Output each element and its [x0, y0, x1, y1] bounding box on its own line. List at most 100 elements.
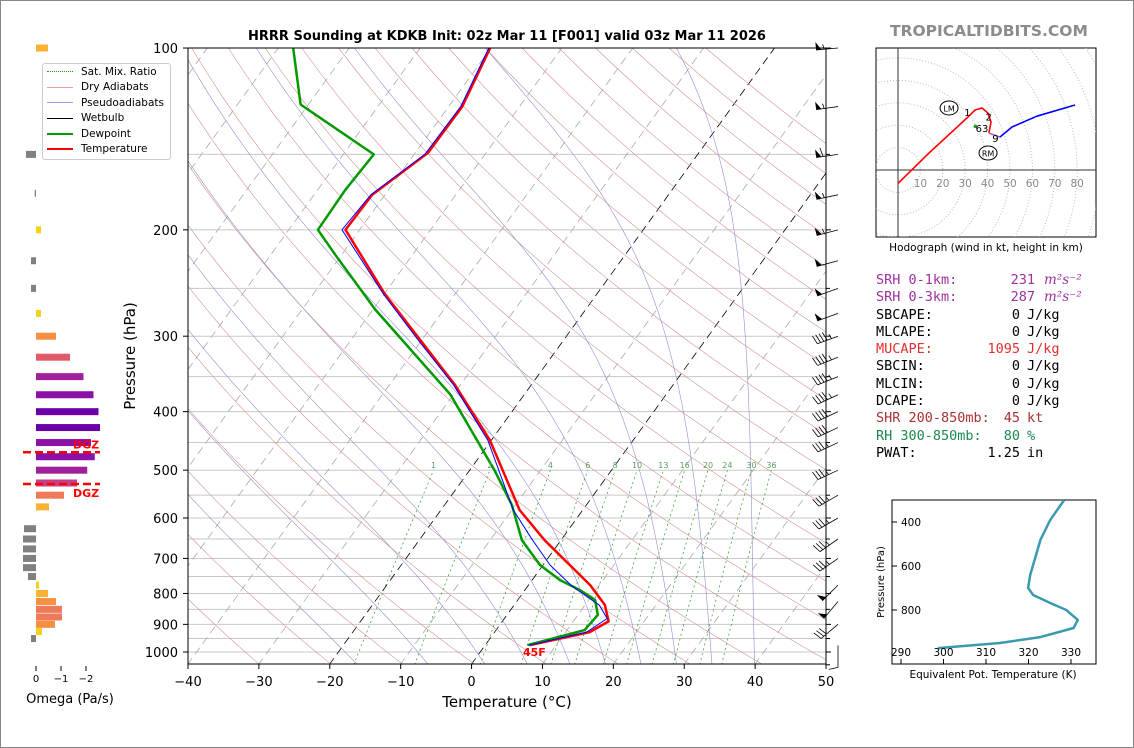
mixing-ratio-line [699, 470, 752, 664]
barb-full [818, 426, 825, 435]
x-tick-label: 10 [534, 675, 551, 690]
barb-full [821, 424, 828, 433]
index-label: SRH 0-3km: [876, 289, 958, 306]
mixing-ratio-label: 6 [585, 461, 590, 470]
pseudoadiabat [354, 48, 677, 664]
x-tick-label: 0 [467, 675, 475, 690]
isotherm [541, 270, 826, 664]
omega-axis-label: Omega (Pa/s) [26, 692, 114, 707]
hodograph-height-label: 63 [976, 124, 989, 135]
wind-barb [812, 538, 839, 552]
barb-half [825, 519, 830, 524]
hodograph-ring-label: 30 [959, 178, 972, 190]
theta-e-trace [937, 500, 1080, 650]
barb-full [815, 497, 823, 505]
wind-barb [812, 441, 839, 453]
barb-full [818, 441, 825, 450]
mixing-ratio-label: 10 [632, 461, 642, 470]
index-label: RH 300-850mb: [876, 427, 982, 444]
barb-staff [818, 494, 839, 507]
hodograph-ring-label: 60 [1026, 178, 1039, 190]
barb-pennant [815, 101, 822, 110]
omega-bar [36, 581, 39, 589]
index-label: SRH 0-1km: [876, 272, 958, 288]
barb-pennant [814, 191, 822, 200]
index-value: 287 [1010, 289, 1035, 306]
barb-full [812, 564, 821, 572]
barb-full [815, 427, 822, 436]
pseudoadiabat [188, 160, 571, 664]
dgz-label: DGZ [73, 487, 99, 500]
y-tick-label: 100 [153, 42, 178, 57]
pseudoadiabat [676, 48, 755, 664]
barb-full [821, 408, 828, 417]
index-value: 45 [1003, 410, 1020, 427]
legend-item-dry-adiabats: Dry Adiabats [43, 80, 170, 96]
x-tick-label: 30 [676, 675, 693, 690]
barb-full [815, 394, 822, 403]
pseudoadiabat [188, 254, 528, 664]
x-tick-label: 20 [605, 675, 622, 690]
dry-adiabat [188, 224, 691, 664]
omega-bar [36, 373, 84, 381]
barb-full [812, 396, 819, 405]
barb-staff [817, 411, 839, 422]
theta-e-panel: 400 600 800 290 300 310 320 330 [891, 499, 1097, 665]
barb-full [821, 373, 828, 382]
wind-barb [814, 191, 839, 200]
wind-barb [815, 41, 839, 51]
mixing-ratio-label: 4 [548, 461, 553, 470]
legend-item-mixing-ratio: Sat. Mix. Ratio [43, 64, 170, 80]
omega-bar [36, 605, 62, 613]
mixing-ratio-line [550, 470, 616, 664]
barb-full [812, 499, 820, 507]
barb-half [828, 355, 832, 361]
barb-full [812, 357, 818, 366]
barb-staff [822, 584, 839, 601]
storm-motion-right-ring [978, 145, 998, 161]
omega-bar [36, 466, 88, 474]
theta-e-x-label: Equivalent Pot. Temperature (K) [909, 669, 1076, 681]
mixing-ratio-line [626, 470, 686, 664]
hodograph-ring-label: 70 [1048, 178, 1061, 190]
index-unit: J/kg [1027, 375, 1060, 392]
omega-bar [36, 628, 42, 636]
wind-barb [812, 353, 839, 366]
barb-pennant [816, 595, 827, 601]
omega-bar [23, 545, 36, 553]
storm-motion-left-ring [939, 100, 959, 116]
omega-bar [31, 635, 36, 643]
barb-half [822, 103, 825, 109]
barb-full [815, 520, 823, 528]
theta-e-plot [937, 500, 1080, 650]
legend-label: Sat. Mix. Ratio [81, 65, 157, 78]
dry-adiabat [188, 102, 826, 661]
theta-e-y-label: Pressure (hPa) [876, 546, 887, 618]
barb-pennant [814, 258, 822, 267]
x-axis-label: Temperature (°C) [441, 693, 571, 711]
index-label: SHR 200-850mb: [876, 410, 990, 427]
pseudoadiabat [188, 493, 358, 664]
storm-motion-left-label: LM [943, 104, 954, 113]
mixing-ratio-line [673, 470, 728, 664]
x-tick-label: −40 [174, 675, 201, 690]
legend-item-pseudoadiabats: Pseudoadiabats [43, 95, 170, 111]
barb-full [815, 543, 824, 550]
barb-staff [817, 356, 839, 366]
dgz-label: DGZ [73, 438, 99, 451]
hodograph-ring-label: 50 [1003, 178, 1016, 190]
omega-bar [31, 284, 36, 292]
chart-legend: Sat. Mix. Ratio Dry Adiabats Pseudoadiab… [42, 63, 171, 160]
chart-title: HRRR Sounding at KDKB Init: 02z Mar 11 [… [248, 29, 766, 44]
dry-adiabat [188, 408, 475, 664]
hodograph-ring-label: 20 [936, 178, 949, 190]
barb-full [821, 353, 828, 362]
index-value: 0 [1011, 306, 1020, 323]
omega-bar [36, 44, 48, 52]
hodograph-frame [875, 47, 1097, 238]
mixing-ratio-label: 1 [431, 461, 436, 470]
x-tick-label: 50 [818, 675, 835, 690]
wind-barb [812, 332, 839, 345]
isotherm [329, 48, 775, 664]
